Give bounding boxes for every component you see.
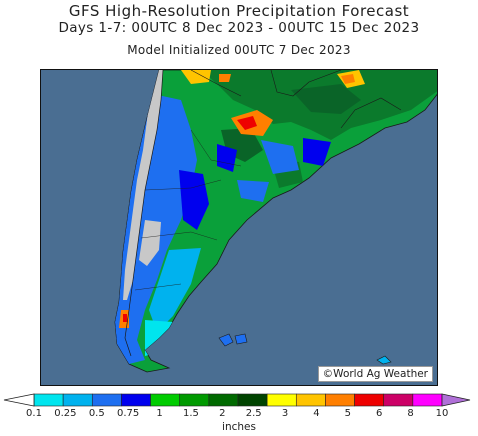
province-border (144, 179, 222, 191)
legend-arrow-low (3, 393, 35, 407)
forecast-period: Days 1-7: 00UTC 8 Dec 2023 - 00UTC 15 De… (58, 20, 420, 36)
falkland-islands (218, 333, 248, 347)
legend-tick-label: 1 (156, 408, 163, 419)
legend-color-box (295, 393, 326, 407)
legend-tick-label: 0.1 (26, 408, 42, 419)
province-border (134, 283, 182, 291)
south-georgia (376, 355, 392, 365)
legend-tick-label: 4 (313, 408, 320, 419)
precipitation-map: ©World Ag Weather (40, 69, 438, 386)
legend-arrow-high (441, 393, 471, 407)
legend-color-box (325, 393, 355, 407)
legend-tick-label: 0.75 (117, 408, 140, 419)
legend-color-box (179, 393, 210, 407)
legend-tick-label: 2.5 (245, 408, 262, 419)
legend-color-box (412, 393, 443, 407)
legend-tick-label: 0.25 (54, 408, 77, 419)
legend-tick-label: 10 (435, 408, 449, 419)
province-border (140, 231, 218, 241)
legend-unit-label: inches (222, 421, 256, 433)
map-title: GFS High-Resolution Precipitation Foreca… (68, 2, 410, 20)
uruguay-border (340, 97, 402, 129)
legend-tick-label: 8 (407, 408, 414, 419)
legend-color-box (383, 393, 414, 407)
legend-tick-label: 1.5 (182, 408, 199, 419)
legend-color-box (121, 393, 151, 407)
legend-color-box (91, 393, 122, 407)
legend-tick-label: 2 (219, 408, 226, 419)
legend-tick-label: 3 (281, 408, 289, 419)
legend-color-box (266, 393, 297, 407)
model-init-time: Model Initialized 00UTC 7 Dec 2023 (127, 43, 351, 57)
legend-tick-label: 0.5 (88, 408, 105, 419)
chile-argentina-border (124, 70, 164, 357)
map-graphic (41, 70, 437, 385)
map-credit: ©World Ag Weather (317, 366, 433, 382)
legend-tick-label: 6 (376, 408, 383, 419)
color-legend (3, 393, 471, 407)
legend-tick-label: 5 (344, 408, 352, 419)
bolivia-border (190, 70, 242, 97)
legend-color-box (33, 393, 64, 407)
legend-color-box (354, 393, 385, 407)
legend-color-box (237, 393, 268, 407)
legend-color-box (62, 393, 93, 407)
province-border (190, 129, 242, 167)
legend-color-box (208, 393, 239, 407)
paraguay-border (270, 70, 342, 97)
legend-color-box (150, 393, 181, 407)
